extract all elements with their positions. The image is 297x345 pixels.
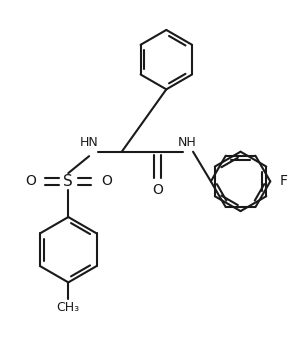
Text: O: O <box>25 175 36 188</box>
Text: HN: HN <box>80 136 99 149</box>
Text: CH₃: CH₃ <box>57 301 80 314</box>
Text: O: O <box>101 175 112 188</box>
Text: F: F <box>279 175 287 188</box>
Text: S: S <box>64 174 73 189</box>
Text: O: O <box>152 183 163 197</box>
Text: NH: NH <box>178 136 197 149</box>
